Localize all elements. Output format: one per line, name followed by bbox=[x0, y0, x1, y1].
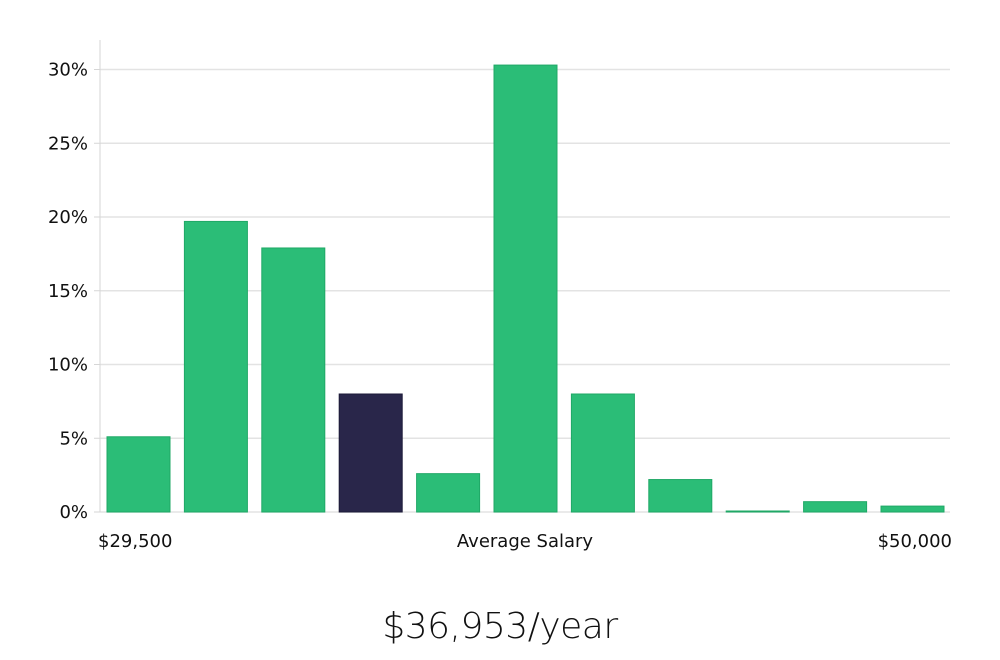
x-axis-start-label: $29,500 bbox=[98, 531, 172, 552]
bar bbox=[416, 473, 481, 513]
bar bbox=[725, 510, 790, 513]
bar bbox=[570, 393, 635, 513]
bar bbox=[106, 436, 171, 513]
y-tick-label: 25% bbox=[48, 133, 88, 154]
salary-distribution-chart: 0% 5% 10% 15% 20% 25% 30% $29,500 Average Sala… bbox=[48, 40, 952, 552]
y-tick-label: 0% bbox=[59, 502, 88, 523]
y-tick-label: 15% bbox=[48, 281, 88, 302]
y-tick-label: 30% bbox=[48, 60, 88, 81]
bar bbox=[803, 501, 868, 513]
average-salary-value: $36,953/year bbox=[382, 606, 618, 647]
y-tick-label: 20% bbox=[48, 207, 88, 228]
y-axis-tick-labels: 0% 5% 10% 15% 20% 25% 30% bbox=[48, 60, 88, 524]
bar bbox=[493, 64, 558, 513]
y-tick-label: 10% bbox=[48, 355, 88, 376]
y-tick-label: 5% bbox=[59, 428, 88, 449]
bars bbox=[106, 64, 945, 513]
bar-highlighted bbox=[338, 393, 403, 513]
bar bbox=[183, 220, 248, 513]
bar bbox=[648, 479, 713, 513]
bar bbox=[261, 247, 326, 513]
bar bbox=[880, 505, 945, 513]
x-axis-title: Average Salary bbox=[457, 531, 594, 552]
x-axis-end-label: $50,000 bbox=[878, 531, 952, 552]
